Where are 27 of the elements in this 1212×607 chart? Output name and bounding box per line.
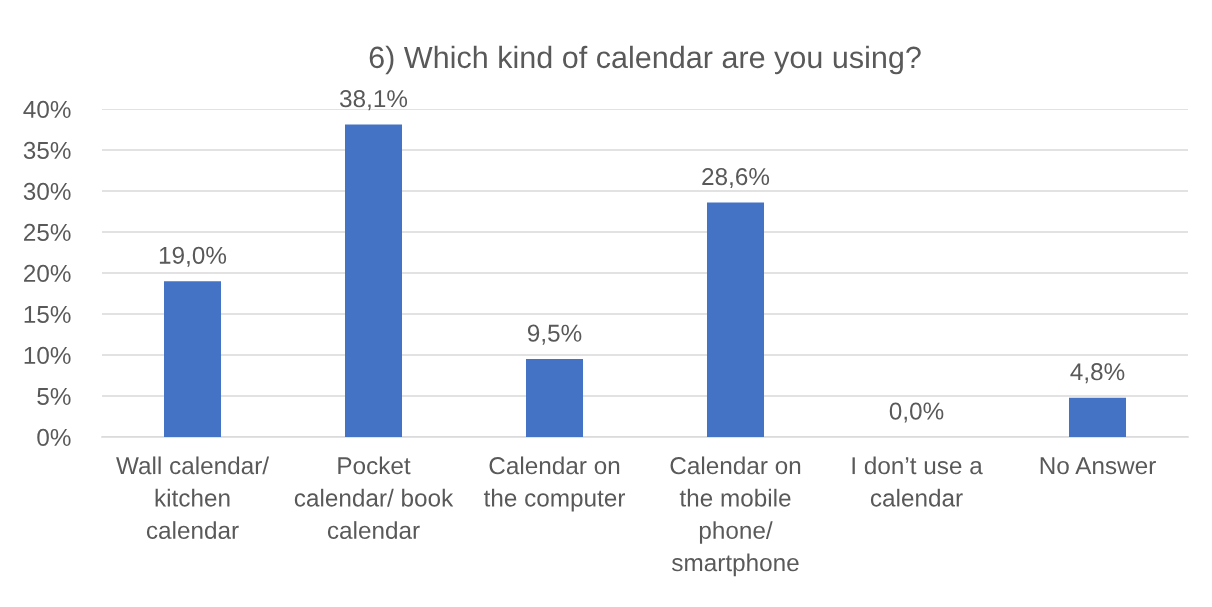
data-label: 28,6%	[702, 167, 770, 189]
y-tick-label: 25%	[24, 223, 71, 242]
bar	[525, 359, 584, 437]
y-tick-label: 40%	[23, 100, 71, 119]
x-tick-label: Calendar on the mobile phone/ smartphone	[670, 456, 801, 577]
y-tick-label: 0%	[37, 428, 71, 447]
y-tick-label: 15%	[24, 305, 71, 324]
y-tick-label: 10%	[24, 346, 71, 365]
x-tick-label: Pocket calendar/ book calendar	[294, 456, 454, 539]
x-tick-label: Wall calendar/ kitchen calendar	[116, 456, 270, 539]
y-tick-label: 20%	[24, 264, 71, 283]
x-tick-label: I don’t use a calendar	[852, 456, 983, 507]
data-label: 4,8%	[1070, 363, 1125, 384]
chart-title: 6) Which kind of calendar are you using?	[369, 45, 921, 75]
data-label: 0,0%	[889, 402, 944, 423]
bar	[1068, 397, 1127, 437]
x-tick-label: No Answer	[1040, 457, 1156, 475]
data-label: 9,5%	[527, 324, 582, 345]
bar	[344, 124, 403, 437]
bar	[163, 281, 222, 437]
y-tick-label: 5%	[37, 387, 71, 406]
data-label: 38,1%	[339, 90, 408, 111]
data-label: 19,0%	[159, 246, 227, 267]
x-tick-label: Calendar on the computer	[483, 456, 626, 512]
y-tick-label: 30%	[23, 182, 71, 201]
bar	[706, 202, 765, 437]
y-tick-label: 35%	[23, 141, 71, 160]
